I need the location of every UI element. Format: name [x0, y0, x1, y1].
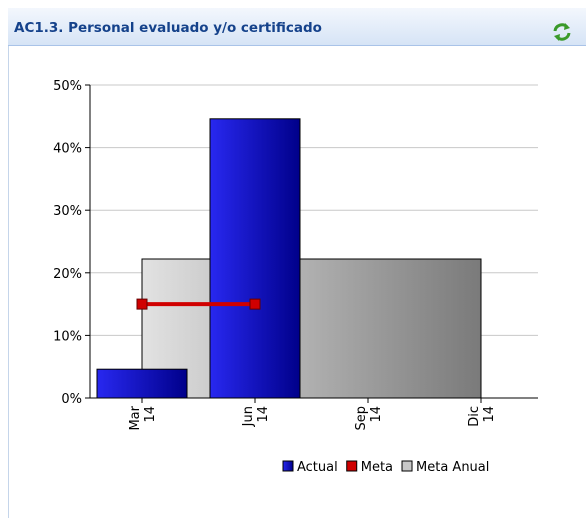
x-tick-label: Sep14	[354, 406, 384, 431]
x-tick-label: Mar14	[128, 405, 158, 430]
legend-label: Meta	[361, 460, 393, 475]
y-tick-label: 50%	[53, 79, 82, 94]
legend-swatch	[401, 460, 413, 472]
x-tick-label: Dic14	[467, 406, 497, 427]
y-tick-label: 40%	[53, 142, 82, 157]
y-tick-label: 20%	[53, 267, 82, 282]
chart-title: AC1.3. Personal evaluado y/o certificado	[14, 20, 322, 36]
bar	[96, 368, 188, 399]
area	[141, 258, 482, 399]
marker	[249, 298, 261, 310]
legend-swatch	[346, 460, 358, 472]
y-tick-label: 10%	[53, 329, 82, 344]
legend-label: Actual	[297, 460, 338, 475]
marker	[136, 298, 148, 310]
plot: 0% 10% 20% 30% 40% 50% Mar14 Jun14 Sep14 Dic14 Act…	[53, 79, 538, 475]
y-tick-label: 0%	[61, 392, 82, 407]
refresh-icon[interactable]	[553, 23, 571, 41]
y-tick-label: 30%	[53, 204, 82, 219]
bar	[209, 118, 301, 399]
legend-label: Meta Anual	[416, 460, 489, 475]
x-tick-label: Jun14	[241, 406, 271, 427]
panel-header	[8, 8, 586, 45]
legend-swatch	[282, 460, 294, 472]
